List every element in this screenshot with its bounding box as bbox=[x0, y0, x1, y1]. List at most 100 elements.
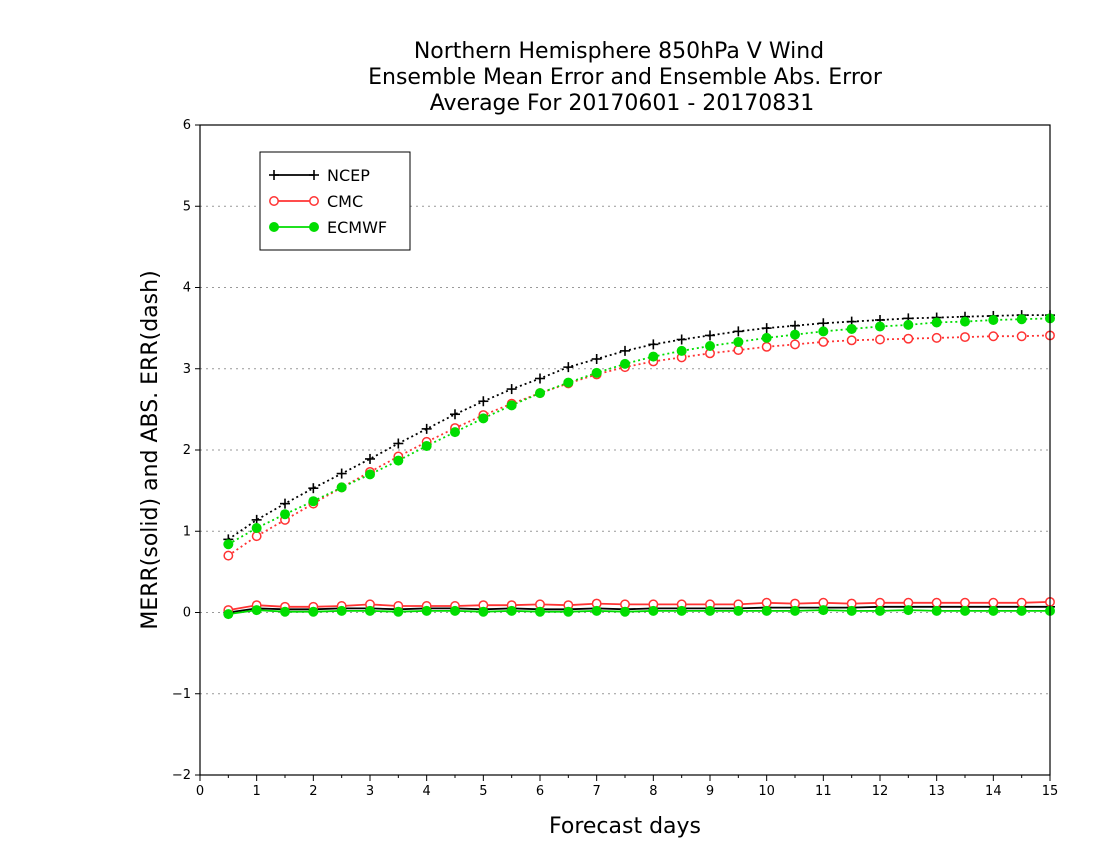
x-tick-label: 12 bbox=[872, 784, 889, 799]
x-tick-label: 3 bbox=[366, 784, 374, 799]
y-tick-label: −1 bbox=[172, 687, 191, 702]
abs-error-point-cmc bbox=[960, 332, 970, 343]
chart-title: Northern Hemisphere 850hPa V Wind Ensemb… bbox=[368, 39, 883, 116]
x-tick-label: 8 bbox=[649, 784, 657, 799]
y-tick-label: 6 bbox=[183, 118, 191, 133]
abs-error-point-ecmwf bbox=[506, 400, 517, 411]
abs-error-line-ecmwf bbox=[227, 317, 1051, 546]
abs-error-point-ncep bbox=[790, 320, 800, 331]
mean-error-point-cmc bbox=[875, 597, 885, 608]
mean-error-point-ecmwf bbox=[478, 606, 489, 617]
abs-error-point-ecmwf bbox=[535, 388, 545, 399]
abs-error-point-ecmwf bbox=[365, 469, 375, 480]
abs-error-point-ecmwf bbox=[733, 336, 744, 347]
abs-error-point-cmc bbox=[988, 331, 999, 342]
mean-error-point-ecmwf bbox=[393, 606, 404, 617]
abs-error-point-cmc bbox=[875, 334, 885, 345]
mean-error-point-ecmwf bbox=[705, 605, 715, 616]
y-tick-label: 4 bbox=[183, 281, 191, 296]
y-tick-label: 3 bbox=[183, 362, 191, 377]
x-tick-label: 15 bbox=[1042, 784, 1059, 799]
abs-error-point-ncep bbox=[478, 396, 489, 407]
abs-error-point-cmc bbox=[931, 332, 942, 343]
legend-marker-cmc bbox=[309, 196, 319, 206]
x-tick-label: 6 bbox=[536, 784, 544, 799]
abs-error-point-cmc bbox=[818, 336, 829, 347]
mean-error-point-ecmwf bbox=[223, 609, 234, 620]
abs-error-point-ncep bbox=[450, 409, 460, 420]
mean-error-point-ecmwf bbox=[960, 605, 970, 616]
abs-error-point-ecmwf bbox=[818, 326, 829, 337]
abs-error-point-ecmwf bbox=[336, 482, 347, 493]
abs-error-point-ecmwf bbox=[903, 319, 914, 330]
title-line-2: Ensemble Mean Error and Ensemble Abs. Er… bbox=[368, 65, 883, 90]
abs-error-point-ecmwf bbox=[676, 345, 687, 356]
abs-error-point-ncep bbox=[733, 326, 744, 337]
abs-error-point-cmc bbox=[846, 335, 857, 346]
mean-error-point-ecmwf bbox=[450, 605, 460, 616]
abs-error-point-ecmwf bbox=[223, 539, 234, 550]
x-tick-label: 1 bbox=[253, 784, 261, 799]
mean-error-point-ecmwf bbox=[761, 605, 772, 616]
abs-error-point-ecmwf bbox=[393, 455, 404, 466]
abs-error-point-ecmwf bbox=[620, 358, 630, 369]
abs-error-point-ncep bbox=[336, 468, 347, 479]
legend-marker-ecmwf bbox=[309, 222, 319, 232]
abs-error-point-ecmwf bbox=[308, 496, 319, 507]
x-tick-label: 10 bbox=[758, 784, 775, 799]
mean-error-point-ecmwf bbox=[591, 605, 602, 616]
plot-frame bbox=[199, 124, 1051, 776]
abs-error-point-ecmwf bbox=[280, 509, 290, 520]
x-tick-label: 14 bbox=[985, 784, 1002, 799]
abs-error-point-ecmwf bbox=[478, 413, 489, 424]
mean-error-point-ecmwf bbox=[308, 606, 319, 617]
legend-samples bbox=[269, 170, 319, 232]
legend-label-cmc: CMC bbox=[327, 192, 363, 211]
abs-error-point-ecmwf bbox=[450, 427, 460, 438]
legend-label-ecmwf: ECMWF bbox=[327, 218, 387, 237]
abs-error-point-ecmwf bbox=[875, 321, 885, 332]
abs-error-point-ecmwf bbox=[790, 329, 800, 340]
abs-error-point-ncep bbox=[421, 423, 432, 434]
abs-error-point-ncep bbox=[280, 498, 290, 509]
mean-error-point-cmc bbox=[761, 597, 772, 608]
title-line-3: Average For 20170601 - 20170831 bbox=[430, 91, 815, 116]
abs-error-point-cmc bbox=[761, 341, 772, 352]
mean-error-point-cmc bbox=[960, 597, 970, 608]
mean-error-point-ecmwf bbox=[818, 605, 829, 616]
mean-error-point-ecmwf bbox=[1016, 605, 1027, 616]
mean-error-point-ecmwf bbox=[733, 605, 744, 616]
abs-error-point-ecmwf bbox=[931, 317, 942, 328]
abs-error-point-ncep bbox=[705, 330, 715, 341]
legend-marker-cmc bbox=[269, 196, 279, 206]
legend-marker-ecmwf bbox=[269, 222, 279, 232]
title-line-1: Northern Hemisphere 850hPa V Wind bbox=[414, 39, 824, 64]
mean-error-point-ecmwf bbox=[790, 605, 800, 616]
y-axis-label: MERR(solid) and ABS. ERR(dash) bbox=[138, 270, 163, 629]
mean-error-point-ecmwf bbox=[648, 605, 659, 616]
abs-error-point-cmc bbox=[223, 550, 234, 561]
abs-error-point-ecmwf bbox=[591, 367, 602, 378]
mean-error-point-ecmwf bbox=[336, 605, 347, 616]
mean-error-point-ecmwf bbox=[903, 605, 914, 616]
abs-error-point-cmc bbox=[251, 531, 262, 542]
abs-error-point-cmc bbox=[903, 333, 914, 344]
y-tick-label: −2 bbox=[172, 768, 191, 783]
mean-error-point-cmc bbox=[1016, 597, 1027, 608]
abs-error-point-ncep bbox=[676, 334, 687, 345]
abs-error-point-ecmwf bbox=[705, 341, 715, 351]
abs-error-point-ecmwf bbox=[846, 323, 857, 334]
abs-error-point-ecmwf bbox=[761, 332, 772, 343]
mean-error-point-ecmwf bbox=[506, 605, 517, 616]
abs-error-point-ecmwf bbox=[251, 523, 262, 533]
mean-error-point-ecmwf bbox=[846, 605, 857, 616]
y-tick-label: 5 bbox=[183, 199, 191, 214]
abs-error-point-ecmwf bbox=[1016, 314, 1027, 325]
legend-label-ncep: NCEP bbox=[327, 166, 370, 185]
mean-error-point-ecmwf bbox=[535, 606, 545, 617]
abs-error-point-ncep bbox=[620, 345, 630, 356]
mean-error-point-ecmwf bbox=[251, 605, 262, 616]
abs-error-point-ncep bbox=[761, 323, 772, 334]
